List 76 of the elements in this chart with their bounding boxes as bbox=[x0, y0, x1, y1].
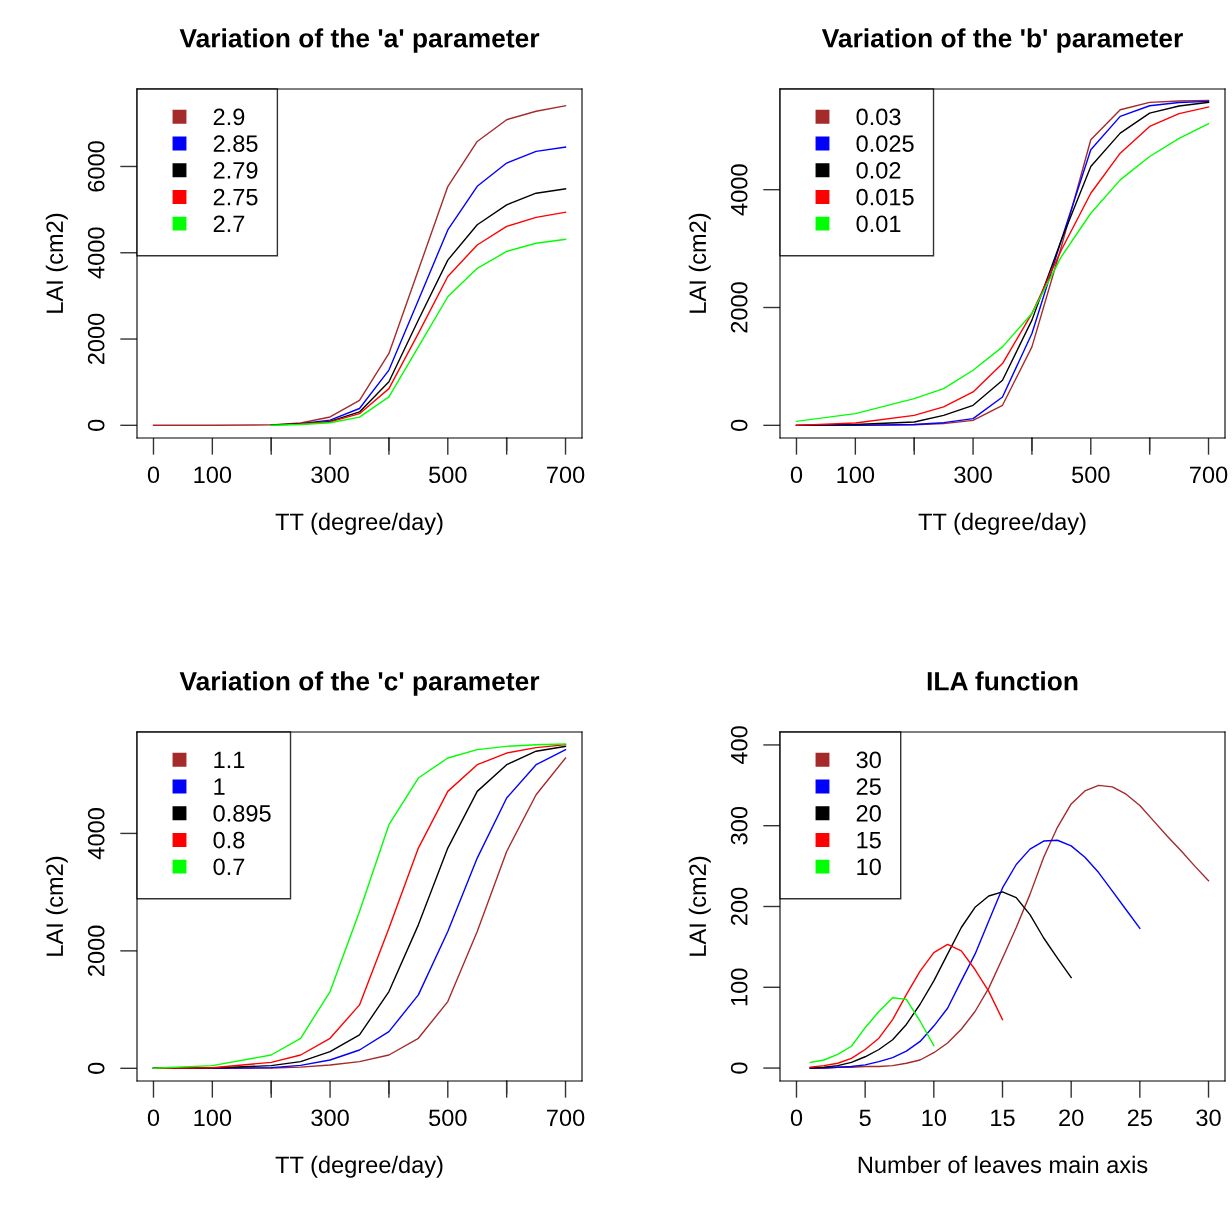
y-tick-label: 2000 bbox=[730, 282, 748, 333]
x-tick-label: 100 bbox=[837, 466, 875, 484]
x-tick-label: 700 bbox=[1190, 466, 1228, 484]
legend-label: 30 bbox=[856, 751, 881, 769]
chart-title: ILA function bbox=[927, 671, 1078, 691]
y-tick-label: 0 bbox=[730, 1062, 748, 1074]
legend-label: 2.9 bbox=[213, 108, 245, 126]
chart-title: Variation of the 'b' parameter bbox=[821, 28, 1183, 53]
chart-title: Variation of the 'a' parameter bbox=[179, 28, 540, 53]
line-series bbox=[809, 943, 1004, 1068]
x-tick-label: 25 bbox=[1127, 1109, 1152, 1127]
x-tick-label: 700 bbox=[547, 466, 585, 484]
x-tick-label: 300 bbox=[311, 466, 349, 484]
legend-label: 2.85 bbox=[213, 135, 258, 152]
legend-label: 1.1 bbox=[214, 751, 245, 768]
y-axis-title: LAI (cm2) bbox=[45, 213, 68, 313]
legend-label: 0.03 bbox=[856, 108, 901, 126]
y-tick-label: 2000 bbox=[87, 313, 105, 365]
line-series bbox=[299, 211, 567, 425]
legend-label: 1 bbox=[214, 778, 225, 795]
x-tick-label: 5 bbox=[859, 1109, 871, 1127]
y-tick-label: 400 bbox=[730, 726, 748, 765]
legend-label: 2.7 bbox=[213, 215, 245, 232]
y-tick-label: 4000 bbox=[87, 808, 105, 860]
x-axis-title: TT (degree/day) bbox=[918, 512, 1086, 535]
x-tick-label: 0 bbox=[790, 1109, 803, 1127]
x-tick-label: 0 bbox=[147, 466, 160, 484]
y-tick-label: 300 bbox=[730, 806, 748, 845]
y-tick-label: 4000 bbox=[87, 227, 105, 279]
y-axis-title: LAI (cm2) bbox=[45, 856, 68, 956]
y-tick-label: 0 bbox=[87, 1062, 105, 1074]
x-tick-label: 500 bbox=[1072, 466, 1110, 484]
legend-label: 2.75 bbox=[213, 188, 258, 206]
x-tick-label: 100 bbox=[194, 466, 232, 484]
y-tick-label: 4000 bbox=[730, 164, 748, 216]
legend-label: 0.895 bbox=[213, 804, 271, 822]
x-tick-label: 300 bbox=[311, 1109, 349, 1127]
x-tick-label: 15 bbox=[991, 1109, 1015, 1127]
legend-label: 10 bbox=[857, 858, 881, 876]
line-series bbox=[809, 997, 935, 1064]
legend-label: 2.79 bbox=[213, 161, 258, 179]
y-tick-label: 0 bbox=[87, 419, 105, 431]
x-tick-label: 30 bbox=[1196, 1109, 1221, 1127]
x-tick-label: 10 bbox=[922, 1109, 947, 1127]
x-tick-label: 500 bbox=[429, 466, 467, 484]
x-tick-label: 20 bbox=[1059, 1109, 1084, 1127]
y-tick-label: 6000 bbox=[87, 141, 105, 192]
y-axis-title: LAI (cm2) bbox=[688, 856, 711, 956]
legend-label: 25 bbox=[856, 778, 881, 795]
x-axis-title: TT (degree/day) bbox=[275, 1155, 443, 1178]
chart-title: Variation of the 'c' parameter bbox=[179, 671, 540, 696]
y-tick-label: 100 bbox=[730, 968, 748, 1006]
legend-label: 15 bbox=[857, 831, 881, 849]
legend-label: 0.015 bbox=[856, 188, 914, 206]
x-tick-label: 100 bbox=[194, 1109, 232, 1127]
line-series bbox=[809, 891, 1072, 1069]
line-series bbox=[152, 105, 567, 427]
y-tick-label: 0 bbox=[730, 419, 748, 431]
x-tick-label: 0 bbox=[790, 466, 803, 484]
legend-label: 20 bbox=[856, 804, 881, 822]
legend-label: 0.8 bbox=[213, 831, 245, 849]
legend-label: 0.025 bbox=[856, 135, 914, 152]
line-series bbox=[270, 188, 567, 426]
legend-label: 0.01 bbox=[856, 215, 901, 233]
x-axis-title: Number of leaves main axis bbox=[858, 1155, 1148, 1174]
x-tick-label: 500 bbox=[429, 1109, 467, 1127]
x-axis-title: TT (degree/day) bbox=[275, 512, 443, 535]
x-tick-label: 700 bbox=[547, 1109, 585, 1127]
line-series bbox=[270, 238, 567, 427]
y-tick-label: 2000 bbox=[87, 925, 105, 976]
x-tick-label: 300 bbox=[954, 466, 992, 484]
x-tick-label: 0 bbox=[147, 1109, 160, 1127]
y-tick-label: 200 bbox=[730, 887, 748, 926]
legend-label: 0.02 bbox=[856, 161, 901, 179]
y-axis-title: LAI (cm2) bbox=[688, 213, 711, 313]
legend-label: 0.7 bbox=[213, 858, 245, 876]
